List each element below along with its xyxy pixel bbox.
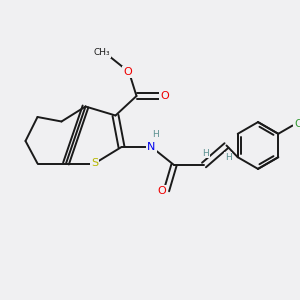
Text: H: H bbox=[152, 130, 158, 139]
Text: O: O bbox=[123, 67, 132, 77]
Text: CH₃: CH₃ bbox=[94, 48, 110, 57]
Text: S: S bbox=[91, 158, 98, 169]
Text: H: H bbox=[225, 153, 231, 162]
Text: N: N bbox=[147, 142, 156, 152]
Text: H: H bbox=[202, 148, 209, 158]
Text: O: O bbox=[160, 91, 169, 101]
Text: Cl: Cl bbox=[294, 119, 300, 129]
Text: O: O bbox=[158, 185, 166, 196]
